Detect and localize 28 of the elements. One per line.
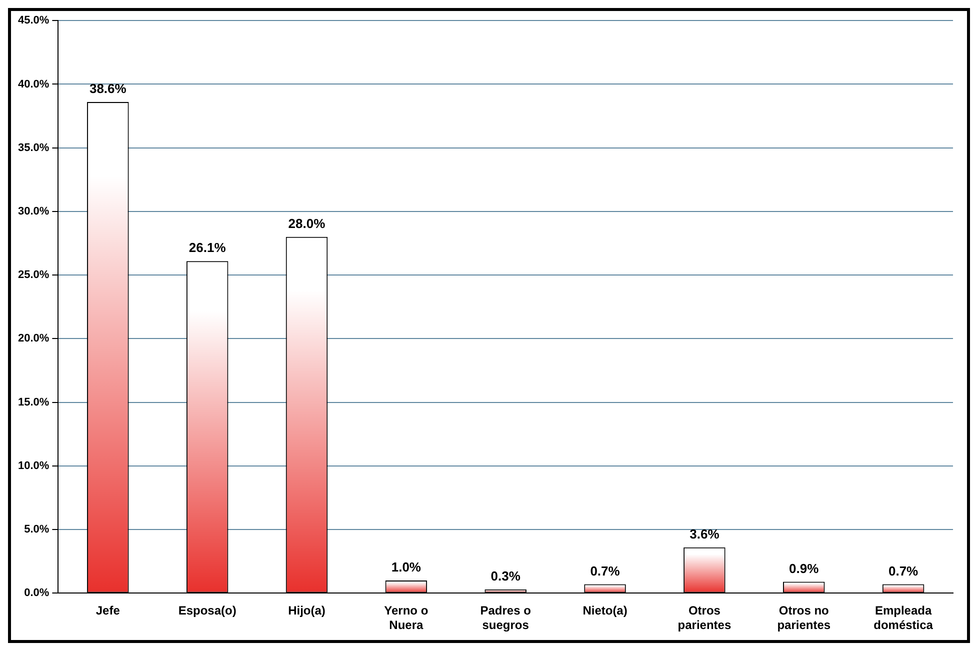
data-label: 28.0%: [288, 216, 326, 231]
y-tick-label: 40.0%: [18, 78, 50, 90]
x-tick-label: Otros parientes: [678, 604, 732, 632]
data-label: 0.7%: [888, 563, 919, 578]
y-tick-label: 35.0%: [18, 142, 50, 154]
x-tick-label: Nieto(a): [582, 604, 628, 618]
data-label: 3.6%: [690, 526, 720, 542]
y-tick-label: 10.0%: [18, 460, 50, 472]
data-label: 26.1%: [188, 240, 226, 256]
x-tick-label: Empleada doméstica: [874, 604, 934, 632]
data-label: 38.6%: [89, 81, 127, 96]
data-label: 0.3%: [490, 568, 521, 584]
data-label: 0.7%: [590, 563, 620, 578]
y-tick-label: 25.0%: [18, 269, 50, 282]
y-tick-label: 5.0%: [24, 524, 50, 536]
data-label: 1.0%: [391, 560, 422, 575]
x-tick-label: Jefe: [96, 604, 120, 618]
x-tick-label: Esposa(o): [178, 604, 236, 618]
y-tick-label: 15.0%: [18, 396, 50, 408]
x-tick-label: Yerno o Nuera: [384, 604, 428, 632]
data-label: 0.9%: [789, 560, 820, 576]
x-tick-label: Hijo(a): [288, 604, 326, 618]
y-tick-label: 0.0%: [24, 587, 50, 600]
x-tick-label: Padres o suegros: [480, 604, 531, 632]
y-tick-label: 20.0%: [18, 332, 50, 345]
x-tick-label: Otros no parientes: [777, 604, 831, 632]
y-tick-label: 30.0%: [18, 206, 50, 218]
y-tick-label: 45.0%: [18, 14, 50, 27]
